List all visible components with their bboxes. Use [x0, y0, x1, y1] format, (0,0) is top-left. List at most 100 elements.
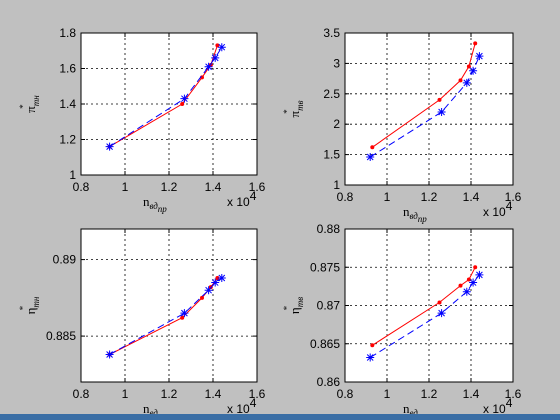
series-2-point	[105, 350, 114, 359]
x-tick-label: 0.8	[73, 387, 90, 401]
series-1-point	[458, 283, 463, 288]
x-tick-label: 1.6	[505, 387, 522, 401]
x-tick-label: 1	[122, 387, 129, 401]
y-axis-label-star: *	[282, 109, 292, 114]
series-2-point	[437, 309, 446, 318]
y-axis-label-star: *	[18, 306, 28, 311]
x-tick-label: 1.4	[205, 387, 222, 401]
y-tick-label: 0.87	[317, 299, 341, 313]
y-tick-label: 1.4	[59, 97, 76, 111]
y-tick-label: 1	[69, 168, 76, 182]
series-2-point	[180, 309, 189, 318]
series-1-point	[200, 295, 204, 300]
x-tick-label: 1.4	[463, 387, 480, 401]
x-tick-label: 1	[384, 190, 391, 204]
x-axis-label-sub: вд	[410, 211, 419, 221]
series-2-point	[462, 78, 471, 87]
series-2-point	[366, 153, 375, 162]
x-tick-label: 0.8	[337, 387, 354, 401]
series-2-line	[369, 274, 480, 358]
series-2-point	[204, 286, 213, 295]
x-axis-label-sub2: пр	[418, 214, 428, 224]
x-multiplier-exponent: 4	[250, 396, 257, 410]
series-1-point	[215, 275, 220, 280]
x-axis-label-sub: вд	[410, 408, 419, 418]
series-2-point	[469, 66, 478, 75]
y-tick-label: 0.86	[317, 375, 341, 389]
series-1-point	[466, 64, 471, 69]
x-tick-label: 1	[122, 180, 129, 194]
taskbar-strip	[0, 414, 560, 420]
subplot-4: 0.8 1 1.2 1.4 1.6 0.86 0.865 0.87 0.875 0.88 x 104…	[282, 222, 522, 420]
x-multiplier-exponent: 4	[506, 199, 513, 213]
y-axis-label-group: ηтн*	[18, 296, 41, 314]
x-multiplier-exponent: 4	[506, 396, 513, 410]
x-tick-label: 0.8	[73, 180, 90, 194]
y-tick-label: 2.5	[323, 87, 340, 101]
series-1-point	[473, 41, 478, 46]
y-tick-label: 1.2	[59, 133, 76, 147]
series-1-point	[473, 265, 478, 270]
x-tick-label: 1.2	[161, 387, 178, 401]
series-2-point	[475, 270, 484, 279]
x-tick-label: 1	[384, 387, 391, 401]
series-2-line	[109, 46, 223, 148]
x-tick-label: 1.2	[421, 387, 438, 401]
y-axis-label-sub: тн	[31, 95, 41, 106]
series-2-point	[105, 142, 114, 151]
x-axis-label: nвдпр	[403, 204, 427, 224]
series-1-point	[466, 277, 471, 282]
series-2-point	[437, 108, 446, 117]
y-tick-label: 1.6	[59, 62, 76, 76]
x-tick-label: 1.2	[421, 190, 438, 204]
series-1-point	[215, 43, 220, 48]
series-1-point	[370, 145, 375, 150]
y-tick-label: 0.89	[53, 253, 77, 267]
series-2-point	[469, 278, 478, 287]
x-tick-label: 1.6	[249, 387, 266, 401]
y-tick-label: 1.5	[323, 148, 340, 162]
series-1-point	[180, 315, 185, 320]
series-2-point	[204, 62, 213, 71]
series-2-point	[366, 353, 375, 362]
x-tick-label: 0.8	[337, 190, 354, 204]
y-axis-label-sub: тв	[295, 100, 305, 110]
x-tick-label: 1.4	[463, 190, 480, 204]
x-multiplier: x 104	[227, 189, 257, 209]
series-1-point	[370, 343, 375, 348]
x-axis-label: nвдпр	[143, 194, 167, 214]
y-tick-label: 1	[333, 178, 340, 192]
x-tick-label: 1.6	[249, 180, 266, 194]
y-tick-label: 2	[333, 117, 340, 131]
x-axis-label-sub: вд	[150, 201, 159, 211]
x-multiplier: x 104	[483, 199, 513, 219]
x-tick-label: 1.4	[205, 180, 222, 194]
y-tick-label: 3	[333, 56, 340, 70]
y-tick-label: 0.885	[46, 329, 76, 343]
series-2-point	[217, 273, 226, 282]
y-axis-label-star: *	[282, 306, 292, 311]
x-multiplier: x 104	[483, 396, 513, 416]
y-tick-label: 3.5	[323, 26, 340, 40]
series-1-point	[437, 97, 442, 102]
y-tick-label: 1.8	[59, 26, 76, 40]
series-2-point	[462, 287, 471, 296]
series-2-point	[211, 53, 220, 62]
x-axis-label-sub2: пр	[158, 204, 168, 214]
x-tick-label: 1.6	[505, 190, 522, 204]
y-axis-label-sub: тн	[31, 296, 41, 307]
y-tick-label: 0.875	[310, 260, 340, 274]
series-2-point	[180, 94, 189, 103]
y-axis-label-group: πтв*	[282, 100, 305, 117]
series-1-point	[437, 300, 442, 305]
x-tick-label: 1.2	[161, 180, 178, 194]
x-axis-label-sub: вд	[150, 408, 159, 418]
y-tick-label: 0.865	[310, 337, 340, 351]
x-multiplier: x 104	[227, 396, 257, 416]
y-axis-label-sub: тв	[295, 297, 305, 307]
series-2-point	[217, 43, 226, 52]
series-1-point	[180, 102, 185, 106]
